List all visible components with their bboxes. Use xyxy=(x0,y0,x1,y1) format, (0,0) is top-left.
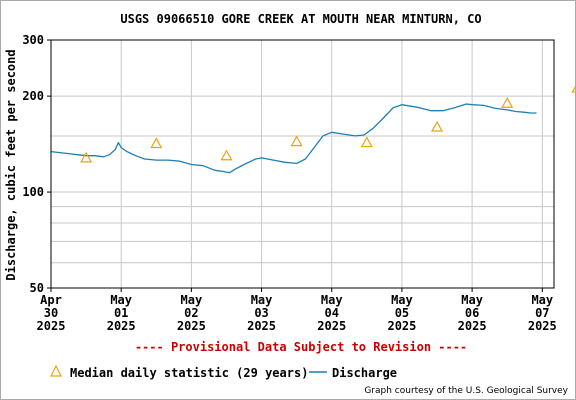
x-tick-label: 2025 xyxy=(317,319,346,333)
median-marker xyxy=(220,149,233,161)
median-marker xyxy=(290,135,303,147)
median-marker xyxy=(360,136,373,148)
legend: Median daily statistic (29 years) Discha… xyxy=(50,364,397,380)
x-tick-label: 2025 xyxy=(247,319,276,333)
x-tick-label: 05 xyxy=(395,306,409,320)
median-legend-label: Median daily statistic (29 years) xyxy=(70,366,308,380)
x-tick-label: May xyxy=(531,293,553,307)
median-marker xyxy=(501,96,514,108)
y-tick-labels: 300 200 100 50 xyxy=(22,33,51,295)
median-marker xyxy=(80,151,93,163)
x-tick-label: May xyxy=(181,293,203,307)
median-legend-marker xyxy=(50,364,62,377)
x-tick-label: 2025 xyxy=(37,319,66,333)
y-tick-label: 200 xyxy=(22,89,44,103)
x-tick-label: May xyxy=(391,293,413,307)
x-tick-label: 01 xyxy=(114,306,128,320)
x-tick-label: 30 xyxy=(44,306,58,320)
x-tick-label: 2025 xyxy=(528,319,557,333)
x-tick-label: May xyxy=(110,293,132,307)
provisional-note: ---- Provisional Data Subject to Revisio… xyxy=(135,340,467,354)
y-tick-label: 50 xyxy=(30,281,44,295)
series-layer xyxy=(50,84,576,174)
median-marker xyxy=(431,120,444,132)
x-tick-label: 2025 xyxy=(387,319,416,333)
x-tick-label: May xyxy=(321,293,343,307)
x-tick-label: 07 xyxy=(535,306,549,320)
discharge-legend-label: Discharge xyxy=(332,366,397,380)
discharge-line xyxy=(50,103,537,174)
x-tick-label: 2025 xyxy=(107,319,136,333)
x-tick-labels: Apr302025May012025May022025May032025May0… xyxy=(37,288,557,333)
y-axis-label: Discharge, cubic feet per second xyxy=(4,49,18,280)
x-tick-label: 2025 xyxy=(177,319,206,333)
x-tick-label: May xyxy=(251,293,273,307)
x-tick-label: Apr xyxy=(40,293,62,307)
x-tick-label: 2025 xyxy=(458,319,487,333)
grid-layer xyxy=(51,39,554,289)
x-tick-label: 06 xyxy=(465,306,479,320)
x-tick-label: 02 xyxy=(184,306,198,320)
credit-text: Graph courtesy of the U.S. Geological Su… xyxy=(364,386,568,396)
median-marker xyxy=(571,84,576,93)
y-tick-label: 100 xyxy=(22,185,44,199)
chart-title: USGS 09066510 GORE CREEK AT MOUTH NEAR M… xyxy=(120,12,481,26)
x-tick-label: 04 xyxy=(325,306,339,320)
x-tick-label: 03 xyxy=(254,306,268,320)
median-marker xyxy=(150,137,163,149)
plot-area xyxy=(50,39,555,289)
x-tick-label: May xyxy=(461,293,483,307)
y-tick-label: 300 xyxy=(22,33,44,47)
